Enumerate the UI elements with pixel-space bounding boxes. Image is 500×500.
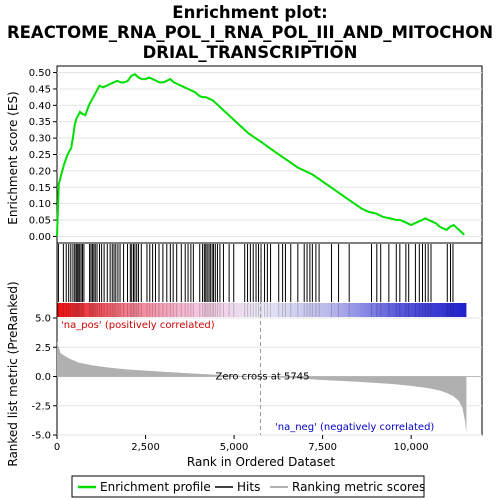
legend: Enrichment profile Hits Ranking metric s… bbox=[71, 475, 425, 498]
es-y-tick-label: 0.05 bbox=[29, 216, 51, 227]
x-tick-label: 7,500 bbox=[308, 442, 337, 453]
es-y-tick-label: 0.15 bbox=[29, 183, 51, 194]
rank-colorbar bbox=[57, 303, 467, 317]
es-y-axis-label: Enrichment score (ES) bbox=[6, 91, 20, 224]
metric-panel: 5.0 2.5 0.0 -2.5 -5.0 Zero cross at 5745 'na… bbox=[6, 244, 483, 467]
metric-y-tick-label: -5.0 bbox=[31, 431, 51, 442]
chart-title-line-2: REACTOME_RNA_POL_I_RNA_POL_III_AND_MITOC… bbox=[7, 23, 493, 42]
hit-lines bbox=[57, 244, 454, 302]
metric-y-tick-label: -2.5 bbox=[31, 401, 51, 412]
es-y-tick-label: 0.10 bbox=[29, 199, 51, 210]
es-y-tick-label: 0.35 bbox=[29, 117, 51, 128]
chart-title-line-3: DRIAL_TRANSCRIPTION bbox=[143, 43, 358, 62]
negative-correlation-label: 'na_neg' (negatively correlated) bbox=[275, 422, 434, 433]
chart-title-line-1: Enrichment plot: bbox=[172, 3, 327, 22]
zero-cross-label: Zero cross at 5745 bbox=[215, 372, 309, 383]
legend-ranking-metric-label: Ranking metric scores bbox=[292, 480, 425, 494]
es-gridlines bbox=[57, 72, 482, 237]
es-panel: 0.00 0.05 0.10 0.15 0.20 0.25 0.30 0.35 0.40 0.45… bbox=[6, 65, 483, 244]
es-y-axis-ticks: 0.00 0.05 0.10 0.15 0.20 0.25 0.30 0.35 0.40 0.45… bbox=[29, 68, 57, 243]
es-y-tick-label: 0.45 bbox=[29, 84, 51, 95]
x-tick-label: 5,000 bbox=[220, 442, 249, 453]
es-y-tick-label: 0.30 bbox=[29, 134, 51, 145]
colorbar-rect bbox=[57, 303, 467, 317]
x-tick-label: 10,000 bbox=[394, 442, 429, 453]
x-axis-label: Rank in Ordered Dataset bbox=[187, 455, 335, 469]
es-y-tick-label: 0.40 bbox=[29, 101, 51, 112]
es-y-tick-label: 0.00 bbox=[29, 232, 51, 243]
es-y-tick-label: 0.25 bbox=[29, 150, 51, 161]
metric-y-tick-label: 2.5 bbox=[35, 343, 51, 354]
legend-hits-label: Hits bbox=[237, 480, 260, 494]
metric-y-tick-label: 5.0 bbox=[35, 314, 51, 325]
legend-enrichment-profile-label: Enrichment profile bbox=[100, 480, 211, 494]
positive-correlation-label: 'na_pos' (positively correlated) bbox=[61, 320, 215, 331]
es-y-tick-label: 0.20 bbox=[29, 166, 51, 177]
x-tick-label: 0 bbox=[54, 442, 60, 453]
x-axis-ticks: 0 2,500 5,000 7,500 10,000 bbox=[54, 435, 429, 453]
enrichment-profile-line bbox=[56, 73, 465, 237]
metric-y-axis-ticks: 5.0 2.5 0.0 -2.5 -5.0 bbox=[31, 314, 57, 442]
x-tick-label: 2,500 bbox=[131, 442, 160, 453]
hits-panel bbox=[56, 242, 483, 319]
metric-y-tick-label: 0.0 bbox=[35, 372, 51, 383]
es-y-tick-label: 0.50 bbox=[29, 68, 51, 79]
metric-y-axis-label: Ranked list metric (PreRanked) bbox=[6, 281, 20, 466]
